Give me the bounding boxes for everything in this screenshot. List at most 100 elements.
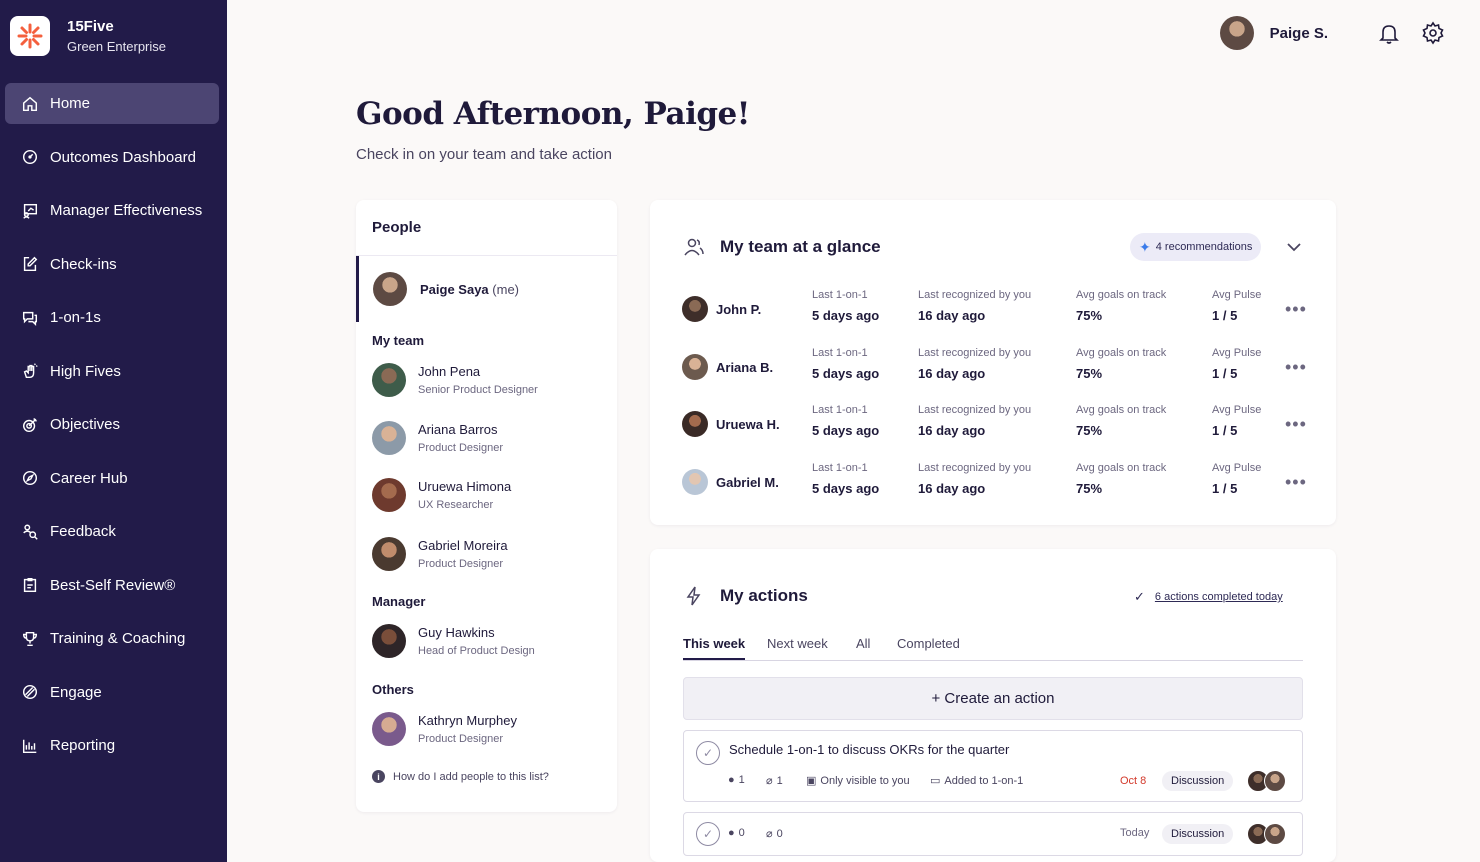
sidebar-item-high-fives[interactable]: High Fives: [5, 351, 219, 392]
people-list-item[interactable]: Guy Hawkins Head of Product Design: [372, 624, 535, 658]
metric-value: 75%: [1076, 481, 1103, 496]
check-icon: ✓: [1134, 589, 1145, 604]
more-options-icon[interactable]: •••: [1285, 357, 1307, 377]
metric-label: Avg goals on track: [1076, 289, 1167, 301]
people-list-item[interactable]: Ariana Barros Product Designer: [372, 421, 503, 455]
sidebar-item-label: 1-on-1s: [50, 309, 101, 326]
sidebar-item-1-on-1s[interactable]: 1-on-1s: [5, 297, 219, 338]
sidebar-item-check-ins[interactable]: Check-ins: [5, 244, 219, 285]
metric-value: 16 day ago: [918, 366, 986, 381]
my-actions-card: My actions ✓ 6 actions completed today T…: [650, 549, 1336, 862]
section-title: My team at a glance: [720, 237, 881, 256]
sidebar-item-best-self-review[interactable]: Best-Self Review®: [5, 565, 219, 606]
avatar: [372, 712, 406, 746]
recommendations-badge[interactable]: ✦ 4 recommendations: [1130, 233, 1262, 261]
action-item[interactable]: ✓ ● 0 ⌀ 0 Today Discussion: [683, 812, 1303, 856]
lightning-icon: [686, 586, 701, 606]
me-tag: (me): [492, 281, 519, 297]
discussion-tag[interactable]: Discussion: [1162, 824, 1234, 844]
tab-next-week[interactable]: Next week: [767, 636, 828, 651]
sidebar-item-label: Feedback: [50, 523, 116, 540]
comments-value: 1: [738, 774, 745, 786]
comments-count: ● 0: [728, 827, 745, 839]
team-glance-card: My team at a glance ✦ 4 recommendations …: [650, 200, 1336, 525]
more-options-icon[interactable]: •••: [1285, 299, 1307, 319]
metric-value: 16 day ago: [918, 423, 986, 438]
people-me-row[interactable]: Paige Saya (me): [356, 256, 617, 322]
team-row[interactable]: John P. Last 1-on-1 5 days ago Last recog…: [682, 285, 1312, 329]
user-name[interactable]: Paige S.: [1269, 24, 1328, 42]
people-list-item[interactable]: Kathryn Murphey Product Designer: [372, 712, 517, 746]
section-title: My actions: [720, 586, 808, 605]
more-options-icon[interactable]: •••: [1285, 414, 1307, 434]
metric-label: Avg goals on track: [1076, 347, 1167, 359]
paperclip-icon: ⌀: [766, 828, 773, 840]
sidebar-item-training-coaching[interactable]: Training & Coaching: [5, 618, 219, 659]
discussion-tag[interactable]: Discussion: [1162, 771, 1234, 791]
sidebar-item-manager-effectiveness[interactable]: Manager Effectiveness: [5, 190, 219, 231]
sparkle-icon: ✦: [1139, 238, 1151, 255]
action-item[interactable]: ✓ Schedule 1-on-1 to discuss OKRs for th…: [683, 730, 1303, 802]
avatar: [1264, 823, 1286, 845]
sidebar-item-label: Training & Coaching: [50, 630, 186, 647]
sidebar: 15Five Green Enterprise Home Outcomes Da…: [0, 0, 227, 862]
chat-icon: ▭: [930, 775, 941, 787]
sidebar-item-label: Best-Self Review®: [50, 576, 176, 594]
team-row[interactable]: Gabriel M. Last 1-on-1 5 days ago Last re…: [682, 458, 1312, 502]
tab-all[interactable]: All: [856, 636, 871, 651]
sidebar-item-outcomes-dashboard[interactable]: Outcomes Dashboard: [5, 137, 219, 178]
people-list-item[interactable]: John Pena Senior Product Designer: [372, 363, 538, 397]
brand-subtitle: Green Enterprise: [67, 39, 166, 54]
check-circle-icon[interactable]: ✓: [696, 822, 720, 846]
visibility-value: Only visible to you: [820, 774, 910, 787]
bell-icon[interactable]: [1376, 20, 1402, 46]
create-action-button[interactable]: + Create an action: [683, 677, 1303, 720]
help-link[interactable]: i How do I add people to this list?: [372, 770, 549, 783]
person-role: UX Researcher: [418, 499, 494, 511]
tab-this-week[interactable]: This week: [683, 636, 746, 660]
chevron-down-icon[interactable]: [1284, 237, 1304, 257]
team-row[interactable]: Uruewa H. Last 1-on-1 5 days ago Last rec…: [682, 400, 1312, 444]
comment-icon: ●: [728, 774, 735, 786]
participants: [1247, 823, 1286, 845]
metric-label: Last 1-on-1: [812, 462, 868, 474]
clipboard-icon: [20, 575, 40, 595]
added-to-value: Added to 1-on-1: [944, 774, 1024, 787]
people-list-item[interactable]: Gabriel Moreira Product Designer: [372, 537, 508, 571]
avatar: [373, 272, 407, 306]
sidebar-item-label: Manager Effectiveness: [50, 202, 203, 219]
sidebar-item-objectives[interactable]: Objectives: [5, 404, 219, 445]
team-member-name: Gabriel M.: [716, 475, 779, 490]
team-member-name: Uruewa H.: [716, 417, 780, 432]
completed-today-link[interactable]: ✓ 6 actions completed today: [1134, 589, 1283, 605]
sidebar-item-home[interactable]: Home: [5, 83, 219, 124]
sidebar-item-engage[interactable]: Engage: [5, 672, 219, 713]
recommendations-text: 4 recommendations: [1155, 241, 1253, 253]
person-name: John Pena: [418, 364, 481, 379]
sidebar-item-feedback[interactable]: Feedback: [5, 511, 219, 552]
tab-completed[interactable]: Completed: [897, 636, 960, 651]
gear-icon[interactable]: [1420, 20, 1446, 46]
more-options-icon[interactable]: •••: [1285, 472, 1307, 492]
check-circle-icon[interactable]: ✓: [696, 741, 720, 765]
chat-icon: [20, 308, 40, 328]
team-row[interactable]: Ariana B. Last 1-on-1 5 days ago Last rec…: [682, 343, 1312, 387]
help-text: How do I add people to this list?: [393, 770, 549, 783]
person-name: Gabriel Moreira: [418, 538, 508, 553]
me-name-text: Paige Saya: [420, 281, 489, 297]
target-icon: [20, 415, 40, 435]
brand[interactable]: 15Five Green Enterprise: [10, 16, 166, 56]
people-title: People: [372, 219, 422, 236]
participants: [1247, 770, 1286, 792]
sidebar-item-label: Home: [50, 95, 91, 112]
people-list-item[interactable]: Uruewa Himona UX Researcher: [372, 478, 511, 512]
person-name: Ariana Barros: [418, 422, 498, 437]
metric-label: Last recognized by you: [918, 289, 1032, 301]
avatar: [372, 363, 406, 397]
sidebar-nav: Home Outcomes Dashboard Manager Effectiv…: [5, 83, 219, 779]
sidebar-item-career-hub[interactable]: Career Hub: [5, 458, 219, 499]
metric-label: Avg Pulse: [1212, 462, 1262, 474]
avatar: [682, 296, 708, 322]
sidebar-item-reporting[interactable]: Reporting: [5, 725, 219, 766]
user-avatar[interactable]: [1219, 16, 1254, 50]
